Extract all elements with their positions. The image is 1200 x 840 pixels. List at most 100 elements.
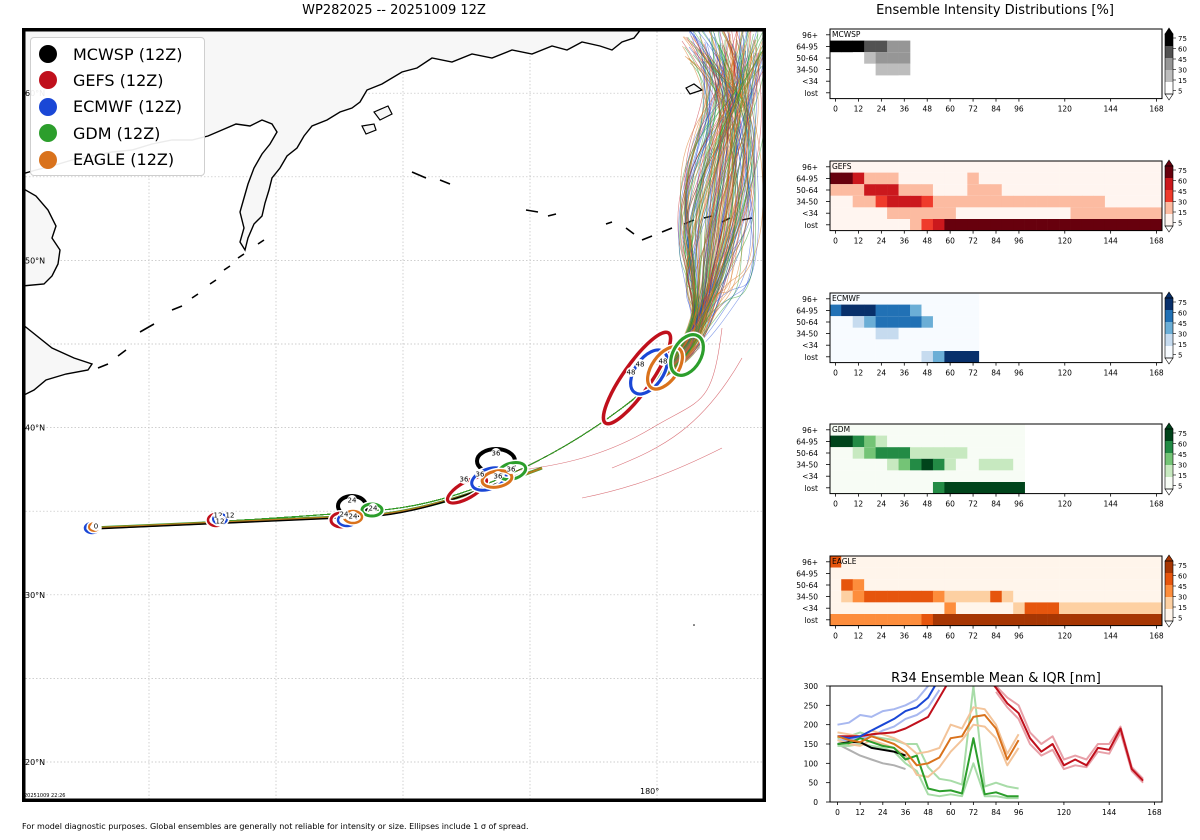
- heatmap-cell: [841, 567, 853, 580]
- heatmap-cell: [1013, 482, 1025, 494]
- heatmap-cell: [1081, 195, 1094, 208]
- forecast-hour-label: 48: [636, 361, 645, 369]
- heatmap-cell: [841, 579, 853, 591]
- x-tick-label: 168: [1149, 369, 1164, 378]
- heatmap-cell: [1081, 567, 1094, 580]
- heatmap-cell: [841, 556, 853, 568]
- heatmap-cell: [910, 184, 922, 196]
- heatmap-cell: [852, 293, 865, 305]
- heatmap-cell: [1036, 172, 1048, 185]
- heatmap-cell: [887, 172, 899, 185]
- heatmap-cell: [1127, 602, 1140, 614]
- colorbar-segment: [1165, 214, 1173, 226]
- heatmap-cell: [887, 304, 899, 317]
- panel-label: GDM: [832, 425, 850, 434]
- heatmap-cell: [1047, 556, 1060, 568]
- heatmap-cell: [1127, 219, 1140, 231]
- heatmap-cell: [1001, 579, 1014, 591]
- heatmap-cell: [921, 590, 934, 603]
- heatmap-cell: [864, 304, 876, 317]
- forecast-hour-marker: [658, 356, 668, 366]
- heatmap-cell: [1013, 424, 1025, 436]
- heatmap-cell: [1150, 567, 1163, 580]
- row-label: 34-50: [796, 330, 818, 339]
- heatmap-cell: [1047, 195, 1060, 208]
- heatmap-cell: [910, 435, 922, 448]
- x-tick-label: 96: [1014, 237, 1024, 246]
- heatmap-cell: [1104, 207, 1117, 219]
- heatmap-cell: [841, 470, 853, 482]
- heatmap-cell: [932, 458, 945, 471]
- heatmap-cell: [1139, 602, 1152, 614]
- heatmap-cell: [1093, 172, 1106, 185]
- heatmap-cell: [1001, 207, 1014, 219]
- heatmap-cell: [1013, 172, 1025, 185]
- heatmap-cell: [967, 184, 980, 196]
- heatmap-cell: [1081, 184, 1094, 196]
- r34-iqr-line: [837, 686, 930, 726]
- heatmap-cell: [1059, 579, 1071, 591]
- heatmap-cell: [887, 219, 899, 231]
- heatmap-cell: [910, 579, 922, 591]
- x-tick-label: 144: [1103, 632, 1118, 641]
- heatmap-cell: [1139, 219, 1152, 231]
- heatmap-cell: [852, 52, 865, 64]
- heatmap-cell: [841, 614, 853, 626]
- heatmap-cell: [887, 40, 899, 53]
- x-tick-label: 144: [1103, 369, 1118, 378]
- heatmap-cell: [967, 458, 980, 471]
- heatmap-cell: [864, 435, 876, 448]
- legend-marker: [39, 45, 57, 63]
- heatmap-cell: [921, 351, 934, 363]
- heatmap-cell: [1001, 195, 1014, 208]
- x-tick-label: 60: [945, 632, 955, 641]
- forecast-hour-label: 24: [348, 497, 357, 505]
- heatmap-cell: [1104, 219, 1117, 231]
- heatmap-cell: [898, 75, 911, 87]
- heatmap-cell: [875, 304, 888, 317]
- heatmap-cell: [852, 161, 865, 173]
- heatmap-cell: [910, 327, 922, 340]
- heatmap-cell: [841, 351, 853, 363]
- r34-x-tick-label: 60: [946, 808, 956, 817]
- forecast-hour-label: 36: [494, 473, 503, 481]
- colorbar-frame: [1164, 33, 1174, 95]
- colorbar-segment: [1165, 477, 1173, 489]
- heatmap-cell: [1070, 207, 1083, 219]
- x-tick-label: 48: [922, 105, 932, 114]
- x-tick-label: 36: [900, 237, 910, 246]
- forecast-hour-marker: [347, 495, 357, 505]
- heatmap-cell: [864, 458, 876, 471]
- heatmap-cell: [1150, 161, 1163, 173]
- heatmap-cell: [852, 435, 865, 448]
- heatmap-cell: [990, 614, 1003, 626]
- colorbar-tick-label: 45: [1178, 188, 1187, 196]
- heatmap-cell: [955, 590, 968, 603]
- heatmap-cell: [1127, 614, 1140, 626]
- x-tick-label: 24: [877, 632, 887, 641]
- ellipse-48h-gdm: [669, 333, 705, 377]
- forecast-hour-marker: [475, 469, 485, 479]
- heatmap-cell: [1013, 458, 1025, 471]
- r34-mean-line: [837, 741, 906, 757]
- heatmap-cell: [1036, 567, 1048, 580]
- heatmap-cell: [967, 219, 980, 231]
- heatmap-cell: [921, 184, 934, 196]
- forecast-hour-marker: [491, 448, 501, 458]
- heatmap-cell: [1081, 161, 1094, 173]
- forecast-hour-label: 24: [349, 513, 358, 521]
- heatmap-cell: [1127, 184, 1140, 196]
- x-tick-label: 60: [945, 237, 955, 246]
- heatmap-cell: [887, 63, 899, 76]
- heatmap-cell: [1070, 219, 1083, 231]
- x-tick-label: 60: [945, 500, 955, 509]
- x-tick-label: 36: [900, 105, 910, 114]
- heatmap-cell: [1059, 207, 1071, 219]
- heatmap-cell: [1093, 556, 1106, 568]
- heatmap-cell: [852, 316, 865, 328]
- heatmap-cell: [898, 327, 911, 340]
- colorbar-tick-label: 75: [1178, 562, 1187, 570]
- forecast-hour-label: 36: [460, 476, 469, 484]
- heatmap-cell: [1093, 579, 1106, 591]
- colorbar-bottom-arrow: [1164, 93, 1174, 101]
